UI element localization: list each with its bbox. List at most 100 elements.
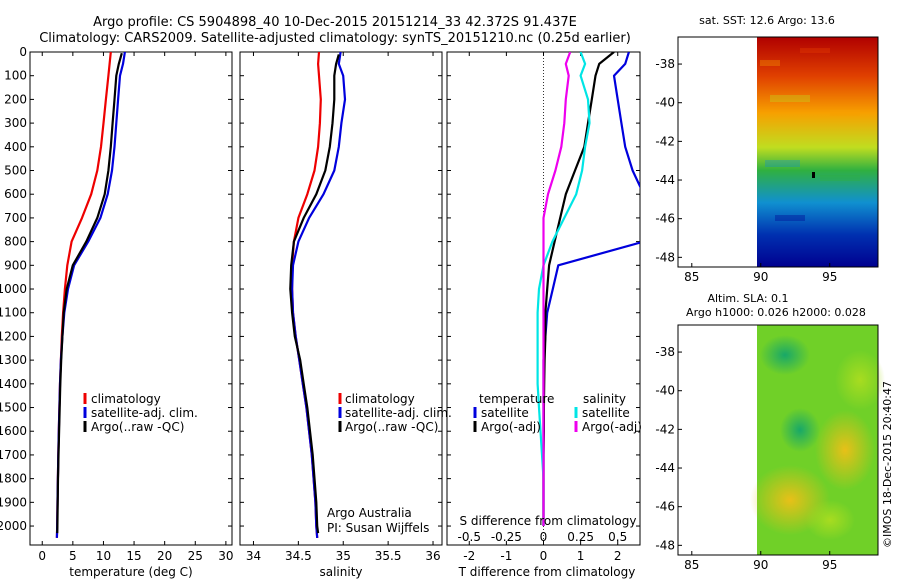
legend-label-temp-argo: Argo(-adj) bbox=[481, 420, 541, 434]
x-tick-label: 15 bbox=[126, 549, 141, 563]
legend-title-salinity: salinity bbox=[583, 392, 626, 406]
series-line-argo-raw-qc bbox=[289, 54, 340, 534]
y-tick-label: 1300 bbox=[0, 353, 27, 367]
map-x-tick-label: 95 bbox=[822, 558, 837, 572]
x-tick-label: 1 bbox=[577, 549, 585, 563]
y-tick-label: 800 bbox=[4, 235, 27, 249]
sst-texture bbox=[760, 48, 860, 221]
x-tick-label: 30 bbox=[218, 549, 233, 563]
x-tick-label-salinity: -0.5 bbox=[458, 530, 481, 544]
y-tick-label: 100 bbox=[4, 69, 27, 83]
sla-map-frame bbox=[677, 324, 879, 556]
x-tick-label: 34 bbox=[246, 549, 261, 563]
x-tick-label: -2 bbox=[463, 549, 475, 563]
y-tick-label: 700 bbox=[4, 211, 27, 225]
legend-title-temperature: temperature bbox=[479, 392, 554, 406]
sst-map-title: sat. SST: 12.6 Argo: 13.6 bbox=[699, 14, 835, 27]
map-y-tick-label: -38 bbox=[655, 345, 675, 359]
map-x-tick-label: 85 bbox=[684, 558, 699, 572]
temperature-axis-ticks: 0100200300400500600700800900100011001200… bbox=[0, 45, 234, 563]
x-tick-label: 10 bbox=[96, 549, 111, 563]
map-y-tick-label: -42 bbox=[655, 422, 675, 436]
map-y-tick-label: -48 bbox=[655, 250, 675, 264]
sla-map-title: Altim. SLA: 0.1 bbox=[707, 292, 788, 305]
figure-title-line1: Argo profile: CS 5904898_40 10-Dec-2015 … bbox=[93, 15, 577, 30]
map-y-tick-label: -44 bbox=[655, 173, 675, 187]
x-tick-label-salinity: 0 bbox=[540, 530, 548, 544]
map-y-tick-label: -42 bbox=[655, 134, 675, 148]
y-tick-label: 500 bbox=[4, 164, 27, 178]
x-tick-label: 20 bbox=[157, 549, 172, 563]
difference-axis-ticks: -2 -1 0 1 2 -0.5 -0.25 0 0.25 0.5 bbox=[447, 51, 640, 563]
difference-x-label-top: S difference from climatology bbox=[460, 514, 637, 528]
y-tick-label: 1800 bbox=[0, 472, 27, 486]
legend-label-satellite-adj: satellite-adj. clim. bbox=[91, 406, 198, 420]
x-tick-label: 34.5 bbox=[285, 549, 312, 563]
series-line-satellite-adj-clim bbox=[55, 52, 126, 538]
y-tick-label: 1400 bbox=[0, 377, 27, 391]
map-y-tick-label: -46 bbox=[655, 212, 675, 226]
legend-label-argo: Argo(..raw -QC) bbox=[345, 420, 438, 434]
x-tick-label: 25 bbox=[188, 549, 203, 563]
difference-x-label: T difference from climatology bbox=[458, 565, 636, 579]
map-x-tick-label: 95 bbox=[822, 270, 837, 284]
legend-label-climatology: climatology bbox=[91, 392, 161, 406]
x-tick-label: 5 bbox=[69, 549, 77, 563]
sla-map-subtitle: Argo h1000: 0.026 h2000: 0.028 bbox=[686, 306, 866, 319]
series-line-argo-raw-qc bbox=[56, 52, 123, 534]
y-tick-label: 300 bbox=[4, 116, 27, 130]
legend-label-climatology: climatology bbox=[345, 392, 415, 406]
series-line-temperature-argo-adj bbox=[542, 52, 615, 526]
salinity-panel-frame bbox=[239, 51, 443, 546]
sst-map-frame bbox=[677, 36, 879, 268]
x-tick-label: 2 bbox=[614, 549, 622, 563]
legend-label-sal-argo: Argo(-adj) bbox=[582, 420, 642, 434]
y-tick-label: 600 bbox=[4, 187, 27, 201]
y-tick-label: 1900 bbox=[0, 495, 27, 509]
x-tick-label: 35 bbox=[336, 549, 351, 563]
figure-title-line2: Climatology: CARS2009. Satellite-adjuste… bbox=[39, 31, 631, 46]
sst-heatmap-field bbox=[757, 37, 878, 267]
difference-legend: temperature salinity satellite Argo(-adj… bbox=[473, 392, 642, 434]
sst-map-ticks: -38 -40 -42 -44 -46 -48 85 90 95 bbox=[655, 57, 837, 284]
map-y-tick-label: -44 bbox=[655, 461, 675, 475]
y-tick-label: 1500 bbox=[0, 401, 27, 415]
salinity-x-label: salinity bbox=[319, 565, 362, 579]
temperature-x-label: temperature (deg C) bbox=[69, 565, 192, 579]
difference-series bbox=[536, 52, 640, 526]
legend-label-temp-satellite: satellite bbox=[481, 406, 529, 420]
x-tick-label: -1 bbox=[500, 549, 512, 563]
x-tick-label: 35.5 bbox=[375, 549, 402, 563]
map-x-tick-label: 90 bbox=[753, 270, 768, 284]
y-tick-label: 400 bbox=[4, 140, 27, 154]
series-line-climatology bbox=[291, 52, 322, 538]
x-tick-label: 0 bbox=[540, 549, 548, 563]
annotation-argo-australia: Argo Australia bbox=[327, 506, 412, 520]
series-line-salinity-argo-adj bbox=[542, 52, 572, 526]
map-y-tick-label: -40 bbox=[655, 96, 675, 110]
map-x-tick-label: 85 bbox=[684, 270, 699, 284]
sla-texture bbox=[750, 335, 885, 540]
y-tick-label: 0 bbox=[19, 45, 27, 59]
imos-credit: ©IMOS 18-Dec-2015 20:40:47 bbox=[881, 381, 894, 548]
y-tick-label: 1600 bbox=[0, 424, 27, 438]
series-line-salinity-satellite bbox=[536, 52, 591, 526]
map-x-tick-label: 90 bbox=[753, 558, 768, 572]
y-tick-label: 900 bbox=[4, 258, 27, 272]
temperature-series bbox=[55, 52, 126, 538]
legend-label-satellite-adj: satellite-adj. clim. bbox=[345, 406, 452, 420]
map-y-tick-label: -48 bbox=[655, 538, 675, 552]
y-tick-label: 1200 bbox=[0, 329, 27, 343]
x-tick-label: 0 bbox=[38, 549, 46, 563]
y-tick-label: 1700 bbox=[0, 448, 27, 462]
map-y-tick-label: -40 bbox=[655, 384, 675, 398]
x-tick-label-salinity: -0.25 bbox=[491, 530, 522, 544]
series-line-satellite-adj-clim bbox=[291, 52, 347, 538]
y-tick-label: 1100 bbox=[0, 306, 27, 320]
legend-label-argo: Argo(..raw -QC) bbox=[91, 420, 184, 434]
x-tick-label-salinity: 0.25 bbox=[567, 530, 594, 544]
annotation-pi: PI: Susan Wijffels bbox=[327, 521, 429, 535]
y-tick-label: 2000 bbox=[0, 519, 27, 533]
salinity-legend: climatology satellite-adj. clim. Argo(..… bbox=[327, 392, 452, 535]
